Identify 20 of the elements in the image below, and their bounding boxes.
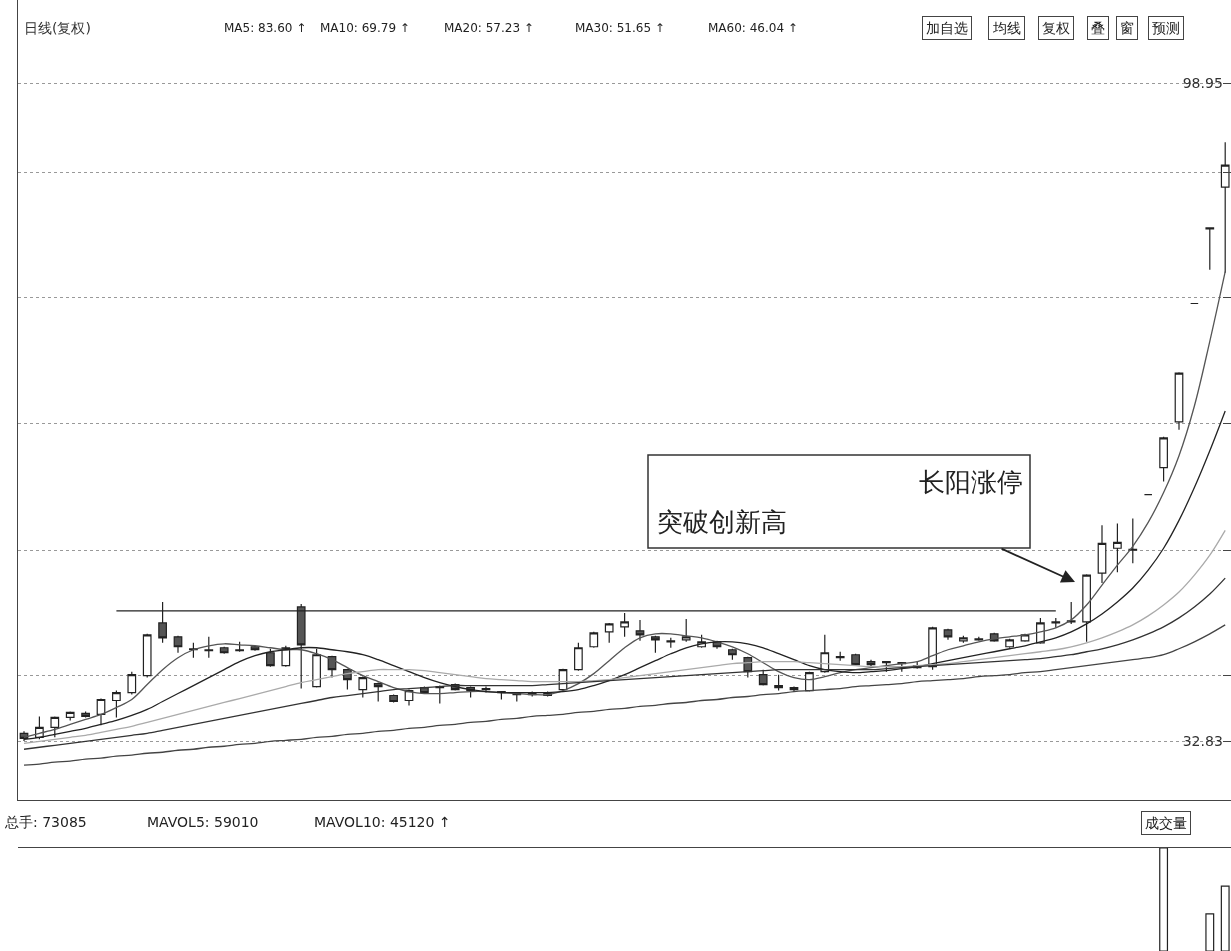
text: 成交量 xyxy=(1145,815,1187,831)
annotation: MA30: 51.65 ↑ xyxy=(575,21,665,35)
annotation: MA5: 83.60 ↑ xyxy=(224,21,307,35)
text: 日线(复权) xyxy=(24,20,91,36)
annotation: 均线 xyxy=(992,20,1021,36)
y-tick-label: 32.83 xyxy=(1182,732,1223,749)
text: MAVOL5: 59010 xyxy=(147,814,259,830)
annotation: 加自选 xyxy=(926,20,968,36)
annotation: MA20: 57.23 ↑ xyxy=(444,21,534,35)
annotation: 窗 xyxy=(1120,20,1134,36)
annotation: 预测 xyxy=(1152,20,1180,36)
annotation: 复权 xyxy=(1042,20,1070,36)
annotation: 叠 xyxy=(1091,20,1105,36)
y-tick-label: 98.95 xyxy=(1182,74,1223,91)
annotation: 突破创新高 xyxy=(657,507,787,537)
annotation: MA10: 69.79 ↑ xyxy=(320,21,410,35)
annotation: 长阳涨停 xyxy=(919,467,1023,497)
annotation: MA60: 46.04 ↑ xyxy=(708,21,798,35)
text: MAVOL10: 45120 ↑ xyxy=(314,814,451,830)
text: 总手: 73085 xyxy=(4,814,87,830)
